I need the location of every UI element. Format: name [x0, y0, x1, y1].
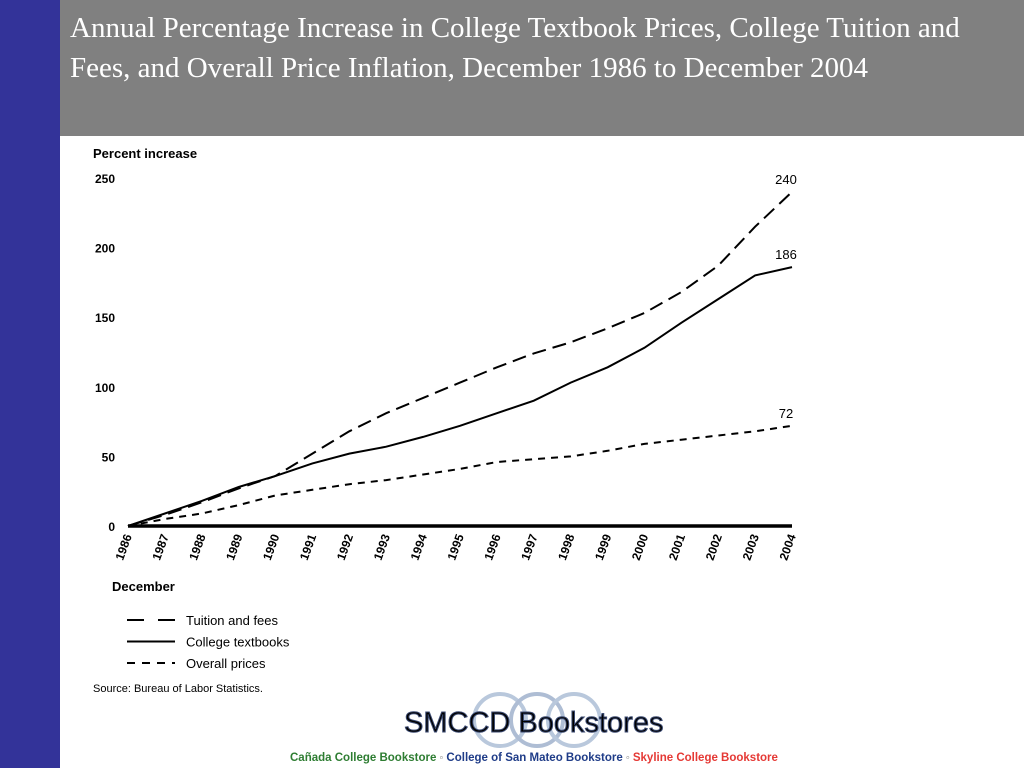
x-tick-label: 1986: [113, 532, 135, 562]
legend-label: College textbooks: [186, 635, 290, 650]
x-tick-label: 1997: [518, 532, 540, 562]
footer-bookstores: Cañada College Bookstore ◦ College of San …: [290, 752, 778, 764]
y-tick-label: 250: [95, 172, 115, 186]
x-tick-label: 2000: [629, 532, 651, 562]
x-tick-label: 2003: [740, 532, 762, 562]
x-tick-label: 2001: [666, 532, 688, 562]
footer-separator-1: ◦: [439, 752, 444, 764]
x-axis-label: December: [112, 579, 175, 594]
x-tick-label: 1993: [371, 532, 393, 562]
x-tick-label: 1994: [408, 532, 430, 562]
x-tick-label: 1990: [260, 532, 282, 562]
footer-csm: College of San Mateo Bookstore: [446, 752, 623, 764]
x-tick-label: 1988: [186, 532, 208, 562]
series-line: [127, 266, 793, 527]
series-line: [127, 424, 793, 527]
x-tick-label: 2002: [703, 532, 725, 562]
series-lines: 240 186 72: [127, 172, 797, 527]
y-tick-label: 150: [95, 311, 115, 325]
source-note: Source: Bureau of Labor Statistics.: [93, 683, 263, 695]
y-tick-label: 200: [95, 242, 115, 256]
y-tick-label: 0: [108, 520, 115, 534]
footer-separator-2: ◦: [625, 752, 630, 764]
y-axis-label: Percent increase: [93, 146, 197, 161]
x-tick-label: 1996: [481, 532, 503, 562]
x-ticks: 1986 1987 1988 1989 1990 1991 1992 1993 1994 1995…: [113, 532, 799, 562]
legend-label: Tuition and fees: [186, 613, 279, 628]
x-tick-label: 2004: [777, 532, 799, 562]
legend-label: Overall prices: [186, 656, 266, 671]
x-tick-label: 1991: [297, 532, 319, 562]
slide-title: Annual Percentage Increase in College Te…: [70, 12, 960, 84]
logo-ring-1: [472, 692, 528, 748]
footer-skyline: Skyline College Bookstore: [632, 752, 778, 764]
x-tick-label: 1995: [445, 532, 467, 562]
series-end-label: 240: [775, 172, 797, 187]
y-tick-label: 100: [95, 381, 115, 395]
brand-logo-text: SMCCD Bookstores: [404, 707, 663, 739]
y-ticks: 0 50 100 150 200 250: [95, 172, 115, 534]
x-tick-label: 1989: [223, 532, 245, 562]
x-tick-label: 1998: [555, 532, 577, 562]
x-tick-label: 1992: [334, 532, 356, 562]
x-tick-label: 1987: [149, 532, 171, 562]
left-accent-bar: [0, 0, 60, 768]
y-tick-label: 50: [102, 450, 116, 464]
legend: Tuition and fees College textbooks Overall…: [127, 613, 290, 671]
title-band: Annual Percentage Increase in College Te…: [60, 0, 1024, 136]
x-tick-label: 1999: [592, 532, 614, 562]
series-end-label: 186: [775, 247, 797, 262]
footer-canada: Cañada College Bookstore: [290, 752, 437, 764]
series-line: [127, 191, 793, 527]
logo-ring-2: [509, 692, 565, 748]
series-end-label: 72: [779, 406, 793, 421]
logo-ring-3: [546, 692, 602, 748]
smccd-logo: SMCCD Bookstores: [404, 692, 664, 748]
